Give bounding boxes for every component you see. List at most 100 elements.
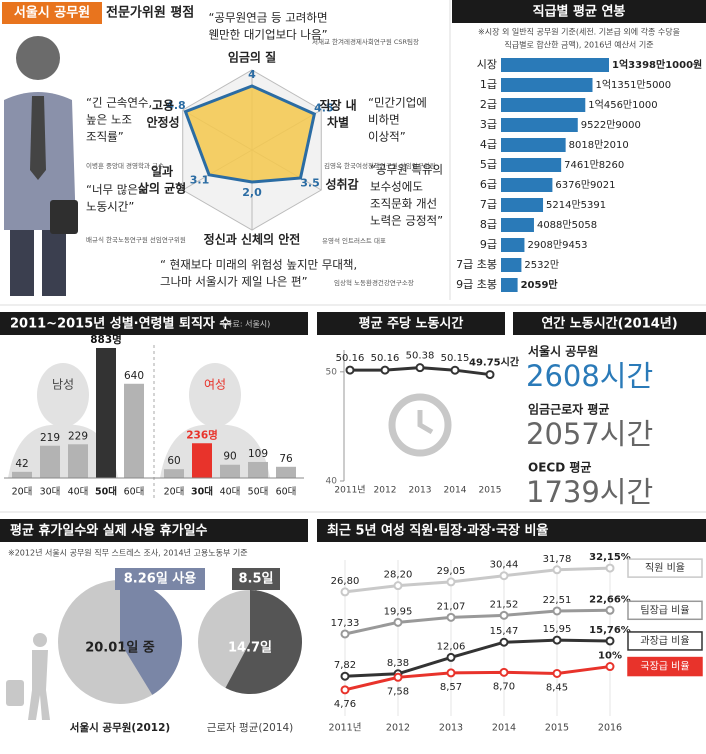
- comment-line: 비하면: [368, 113, 400, 127]
- value-label: 4088만5058: [537, 219, 597, 231]
- value-label: 12,06: [437, 641, 466, 652]
- value-label: 1억1351만5000: [596, 79, 672, 91]
- stat-value: 2608시간: [526, 359, 653, 393]
- value-label: 3.1: [190, 173, 210, 186]
- legend-box: [627, 631, 703, 651]
- point: [485, 370, 495, 380]
- comment-source: 서재교 한겨레경제사회연구원 CSR팀장: [312, 37, 419, 46]
- value-label: 9522만9000: [581, 119, 641, 131]
- point: [380, 365, 390, 375]
- bar: [276, 466, 296, 478]
- bar: [124, 383, 144, 478]
- comment-source: 임상혁 노동환경건강연구소장: [334, 278, 414, 287]
- bar: [501, 178, 553, 192]
- note: ※2012년 서울시 공무원 직무 스트레스 조사, 2014년 고용노동부 기…: [8, 548, 248, 558]
- category-label: 6급: [480, 178, 497, 191]
- category-label: 시장: [477, 58, 497, 71]
- point: [552, 606, 562, 616]
- comment-line: “긴 근속연수,: [86, 96, 152, 110]
- bar: [501, 278, 518, 292]
- category-label: 8급: [480, 218, 497, 231]
- panel-title: 평균 휴가일수와 실제 사용 휴가일수: [10, 523, 208, 539]
- silhouette: [8, 424, 118, 478]
- legend-label: 과장급 비율: [640, 635, 689, 647]
- value-label: 236명: [186, 428, 218, 441]
- x-tick-label: 2013: [439, 723, 463, 734]
- panel-header: [513, 312, 706, 335]
- point: [446, 612, 456, 622]
- panel-title: 전문가위원 평점: [106, 5, 194, 21]
- bar: [501, 198, 544, 212]
- category-label: 9급 초봉: [456, 278, 497, 291]
- category-label: 7급 초봉: [456, 258, 497, 271]
- value-label: 4,76: [334, 699, 356, 710]
- value-label: 8,38: [387, 658, 409, 669]
- comment-source: 김영옥 한국여성정책연구원 선임연구위원: [324, 161, 436, 170]
- bar: [40, 445, 60, 478]
- comment-source: 배규식 한국노동연구원 선임연구위원: [86, 235, 186, 244]
- title-highlight: 서울시 공무원: [14, 5, 90, 21]
- axis-label: 일과: [151, 164, 173, 179]
- value-label: 219: [40, 432, 60, 444]
- stat-label: 서울시 공무원: [528, 344, 598, 359]
- comment-line: 노력은 긍정적”: [370, 214, 443, 228]
- bar: [501, 78, 593, 92]
- value-label: 29,05: [437, 566, 466, 577]
- category-label: 40대: [68, 487, 89, 498]
- value-label: 6376만9021: [555, 179, 615, 191]
- point: [340, 671, 350, 681]
- comment-line: 이상적”: [368, 130, 406, 144]
- value-label: 50.16: [371, 353, 400, 364]
- value-label: 21,07: [437, 601, 466, 612]
- bar: [501, 98, 586, 112]
- stat-label: OECD 평균: [528, 461, 591, 475]
- panel-title: 평균 주당 노동시간: [359, 316, 464, 332]
- value-label: 4.8: [166, 99, 186, 112]
- category-label: 9급: [480, 238, 497, 251]
- comment-source: 유영석 인트러스트 대표: [322, 236, 386, 245]
- panel-header: [452, 0, 706, 23]
- bar: [501, 138, 566, 152]
- axis-label: 삶의 균형: [138, 181, 186, 196]
- panel-header: [317, 519, 706, 542]
- category-label: 50대: [248, 487, 269, 498]
- comment-line: 조직률”: [86, 130, 124, 144]
- value-label: 42: [15, 458, 28, 470]
- y-tick-label: 40: [326, 477, 338, 487]
- panel-header: [0, 519, 308, 542]
- point: [393, 672, 403, 682]
- point: [345, 365, 355, 375]
- comment-line: 노동시간”: [86, 200, 134, 214]
- category-label: 20대: [164, 487, 185, 498]
- value-label: 8,45: [546, 682, 568, 693]
- point: [605, 605, 615, 615]
- bar: [164, 469, 184, 478]
- axis-label: 고용: [152, 98, 174, 113]
- value-label: 7461만8260: [564, 159, 624, 171]
- clock-icon: [388, 393, 452, 457]
- category-label: 60대: [276, 487, 297, 498]
- point: [340, 685, 350, 695]
- comment-line: “공무원연금 등 고려하면: [208, 11, 327, 25]
- traveler-body: [28, 650, 50, 720]
- comment-line: 웬만한 대기업보다 나음”: [208, 28, 327, 42]
- series-line: [344, 566, 611, 594]
- comment-line: “공무원 특유의: [370, 163, 443, 177]
- series-line: [344, 665, 611, 692]
- point: [552, 668, 562, 678]
- axis-label: 정신과 신체의 안전: [204, 232, 301, 247]
- group-label: 남성: [52, 378, 74, 392]
- person-illustration: [4, 36, 78, 296]
- bar: [220, 464, 240, 478]
- pie-used: [120, 580, 182, 695]
- bar: [501, 158, 562, 172]
- title-highlight-box: [2, 2, 102, 24]
- point: [393, 581, 403, 591]
- value-label: 109: [248, 448, 268, 460]
- value-label: 19,95: [384, 606, 413, 617]
- point: [552, 635, 562, 645]
- value-label: 2532만: [524, 259, 559, 271]
- value-label: 22,51: [543, 595, 572, 606]
- value-label: 2908만9453: [527, 239, 587, 251]
